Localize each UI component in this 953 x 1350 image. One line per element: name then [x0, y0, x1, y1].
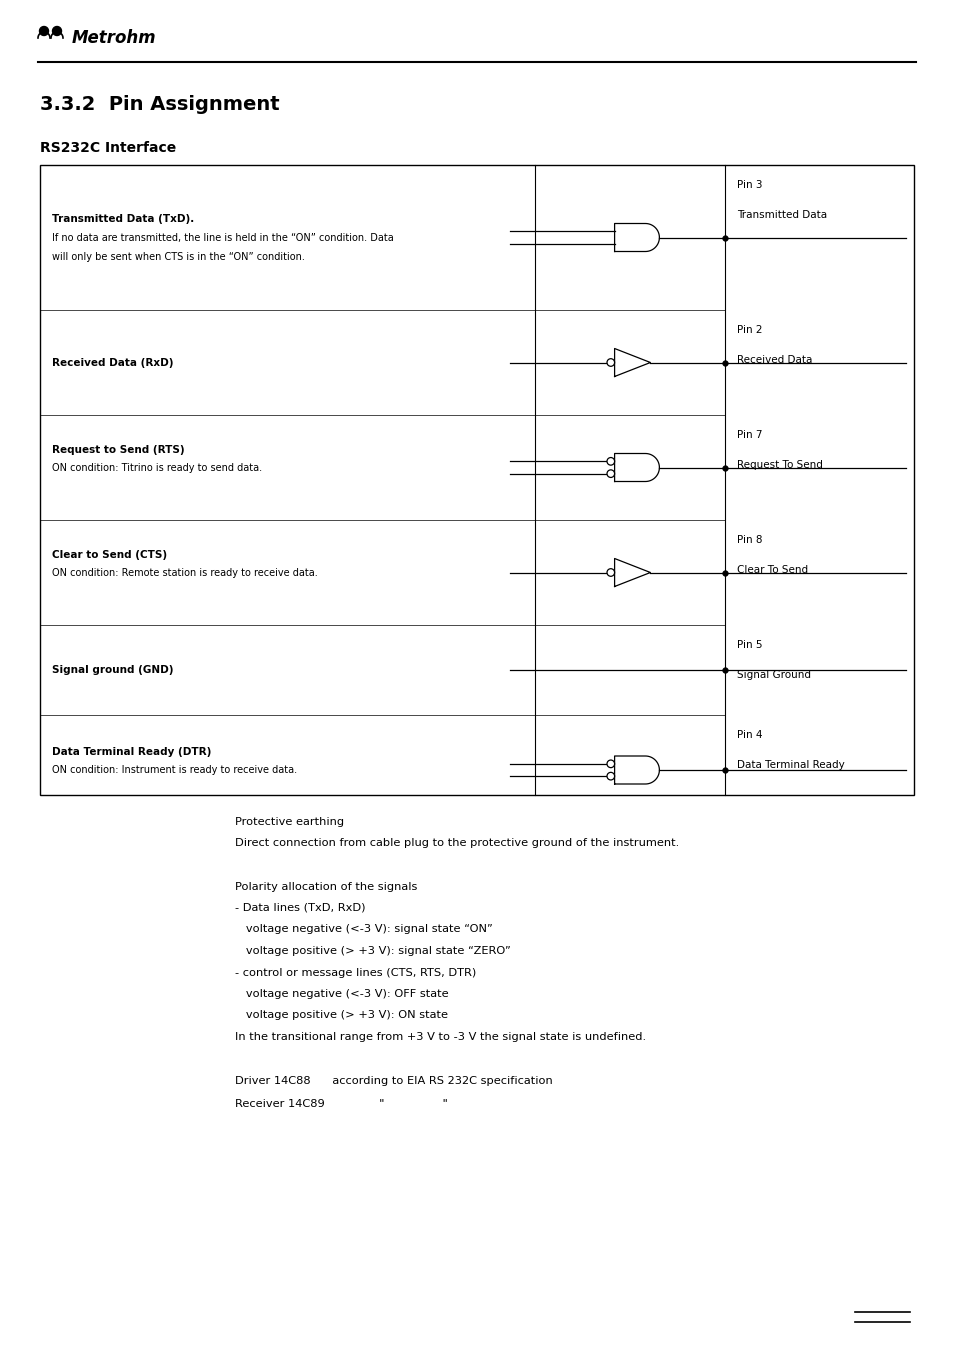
Circle shape [606, 458, 614, 466]
Text: ON condition: Instrument is ready to receive data.: ON condition: Instrument is ready to rec… [52, 765, 296, 775]
Text: Request To Send: Request To Send [737, 460, 822, 470]
Circle shape [606, 568, 614, 576]
Text: Receiver 14C89               "                ": Receiver 14C89 " " [234, 1099, 447, 1110]
Text: Pin 4: Pin 4 [737, 730, 761, 740]
Text: Protective earthing: Protective earthing [234, 817, 344, 828]
Circle shape [39, 27, 49, 35]
Text: voltage positive (> +3 V): signal state “ZERO”: voltage positive (> +3 V): signal state … [234, 946, 510, 956]
Text: Pin 2: Pin 2 [737, 325, 761, 335]
Text: Clear To Send: Clear To Send [737, 566, 807, 575]
Text: Transmitted Data: Transmitted Data [737, 211, 826, 220]
Circle shape [606, 772, 614, 780]
Text: Direct connection from cable plug to the protective ground of the instrument.: Direct connection from cable plug to the… [234, 838, 679, 849]
Text: 3.3.2  Pin Assignment: 3.3.2 Pin Assignment [40, 96, 279, 115]
Text: Request to Send (RTS): Request to Send (RTS) [52, 444, 185, 455]
Text: Clear to Send (CTS): Clear to Send (CTS) [52, 549, 167, 559]
Text: voltage negative (<-3 V): OFF state: voltage negative (<-3 V): OFF state [234, 990, 448, 999]
Text: Signal ground (GND): Signal ground (GND) [52, 666, 173, 675]
Circle shape [606, 470, 614, 478]
Text: - Data lines (TxD, RxD): - Data lines (TxD, RxD) [234, 903, 365, 913]
Text: If no data are transmitted, the line is held in the “ON” condition. Data: If no data are transmitted, the line is … [52, 232, 394, 243]
Text: will only be sent when CTS is in the “ON” condition.: will only be sent when CTS is in the “ON… [52, 251, 305, 262]
Circle shape [606, 760, 614, 768]
Text: - control or message lines (CTS, RTS, DTR): - control or message lines (CTS, RTS, DT… [234, 968, 476, 977]
Text: Data Terminal Ready: Data Terminal Ready [737, 760, 843, 770]
Text: Data Terminal Ready (DTR): Data Terminal Ready (DTR) [52, 747, 212, 757]
Text: ON condition: Remote station is ready to receive data.: ON condition: Remote station is ready to… [52, 567, 317, 578]
Text: Polarity allocation of the signals: Polarity allocation of the signals [234, 882, 417, 891]
Text: Transmitted Data (TxD).: Transmitted Data (TxD). [52, 215, 194, 224]
Text: voltage positive (> +3 V): ON state: voltage positive (> +3 V): ON state [234, 1011, 448, 1021]
Circle shape [52, 27, 61, 35]
Text: Pin 8: Pin 8 [737, 535, 761, 545]
Text: Received Data: Received Data [737, 355, 812, 364]
Text: RS232C Interface: RS232C Interface [40, 140, 176, 155]
Text: Pin 3: Pin 3 [737, 180, 761, 190]
Text: Pin 5: Pin 5 [737, 640, 761, 649]
Text: ON condition: Titrino is ready to send data.: ON condition: Titrino is ready to send d… [52, 463, 262, 472]
Text: Received Data (RxD): Received Data (RxD) [52, 358, 173, 367]
Text: voltage negative (<-3 V): signal state “ON”: voltage negative (<-3 V): signal state “… [234, 925, 493, 934]
Text: Metrohm: Metrohm [71, 28, 156, 47]
Text: Pin 7: Pin 7 [737, 431, 761, 440]
Text: In the transitional range from +3 V to -3 V the signal state is undefined.: In the transitional range from +3 V to -… [234, 1031, 645, 1042]
Circle shape [606, 359, 614, 366]
Bar [40, 165, 913, 795]
Text: Driver 14C88      according to EIA RS 232C specification: Driver 14C88 according to EIA RS 232C sp… [234, 1076, 552, 1085]
Text: Signal Ground: Signal Ground [737, 670, 810, 680]
